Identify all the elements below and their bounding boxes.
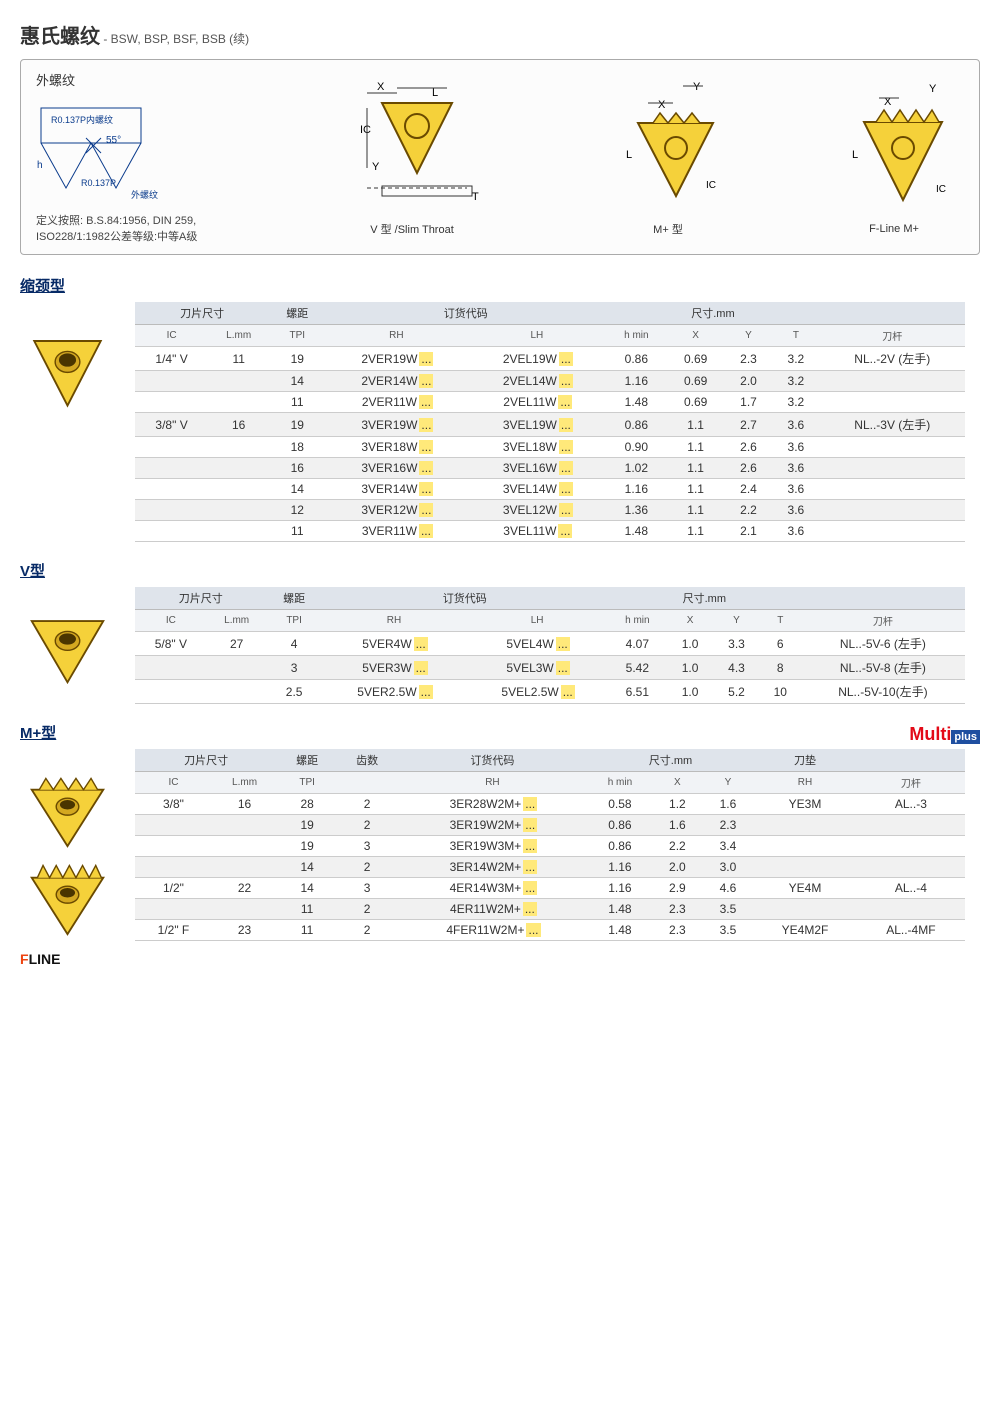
table-row: 1/4" V11192VER19W...2VEL19W...0.860.692.… (135, 347, 965, 371)
v-type-caption: V 型 /Slim Throat (312, 221, 512, 237)
table-row: 113VER11W...3VEL11W...1.481.12.13.6 (135, 521, 965, 542)
mtype-insert-images: FLINE (20, 749, 120, 967)
m-type-caption: M+ 型 (598, 221, 738, 237)
table-row: 3/8"162823ER28W2M+...0.581.21.6YE3MAL..-… (135, 794, 965, 815)
fline-diagram: Y X L IC F-Line M+ (824, 80, 964, 235)
slim-insert-image (20, 302, 120, 417)
table-row: 1933ER19W3M+...0.862.23.4 (135, 836, 965, 857)
definition-text: 定义按照: B.S.84:1956, DIN 259, ISO228/1:198… (36, 212, 226, 244)
thread-profile-diagram: 外螺纹 R0.137P内螺纹 55° h R0.137P 外螺纹 定义按照: B… (36, 70, 226, 244)
table-row: 1/2"221434ER14W3M+...1.162.94.6YE4MAL..-… (135, 878, 965, 899)
svg-text:IC: IC (706, 180, 716, 191)
mtype-table: 刀片尺寸 螺距 齿数 订货代码 尺寸.mm 刀垫 IC L.mm TPI RH … (135, 749, 965, 941)
table-row: 3/8" V16193VER19W...3VEL19W...0.861.12.7… (135, 413, 965, 437)
col-order: 订货代码 (325, 302, 606, 325)
v-type-diagram: X L IC Y T V 型 /Slim Throat (312, 78, 512, 237)
slim-section-title: 缩颈型 (20, 275, 980, 296)
page-subtitle: - BSW, BSP, BSF, BSB (续) (103, 32, 249, 46)
svg-text:L: L (626, 149, 632, 161)
mtype-section-title: M+型 (20, 722, 56, 743)
m-type-diagram: Y X L IC M+ 型 (598, 78, 738, 237)
table-row: 112VER11W...2VEL11W...1.480.691.73.2 (135, 392, 965, 413)
svg-text:Y: Y (693, 81, 701, 93)
table-row: 1124ER11W2M+...1.482.33.5 (135, 899, 965, 920)
table-row: 143VER14W...3VEL14W...1.161.12.43.6 (135, 479, 965, 500)
vtype-section: 刀片尺寸 螺距 订货代码 尺寸.mm IC L.mm TPI RH LH h m… (20, 587, 980, 704)
svg-text:55°: 55° (106, 135, 121, 146)
table-row: 2.55VER2.5W...5VEL2.5W...6.511.05.210NL.… (135, 680, 965, 704)
svg-text:L: L (852, 149, 858, 161)
table-row: 123VER12W...3VEL12W...1.361.12.23.6 (135, 500, 965, 521)
table-row: 5/8" V2745VER4W...5VEL4W...4.071.03.36NL… (135, 632, 965, 656)
page-title: 惠氏螺纹 (20, 26, 100, 48)
thread-profile-svg: R0.137P内螺纹 55° h R0.137P 外螺纹 (36, 93, 206, 203)
mtype-section: FLINE 刀片尺寸 螺距 齿数 订货代码 尺寸.mm 刀垫 IC L.mm T… (20, 749, 980, 967)
table-row: 163VER16W...3VEL16W...1.021.12.63.6 (135, 458, 965, 479)
external-thread-label: 外螺纹 (36, 70, 226, 89)
vtype-insert-image (20, 587, 120, 687)
svg-text:T: T (472, 191, 479, 203)
svg-text:IC: IC (936, 184, 946, 195)
svg-text:L: L (432, 87, 438, 99)
table-row: 1423ER14W2M+...1.162.03.0 (135, 857, 965, 878)
svg-text:Y: Y (372, 161, 380, 173)
table-row: 1923ER19W2M+...0.861.62.3 (135, 815, 965, 836)
vtype-section-title: V型 (20, 560, 980, 581)
table-row: 35VER3W...5VEL3W...5.421.04.38NL..-5V-8 … (135, 656, 965, 680)
col-dims: 尺寸.mm (606, 302, 819, 325)
page-header: 惠氏螺纹 - BSW, BSP, BSF, BSB (续) (20, 20, 980, 49)
svg-text:Y: Y (929, 83, 937, 95)
svg-text:R0.137P: R0.137P (81, 178, 116, 188)
multiplus-logo: Multiplus (909, 724, 980, 745)
col-insert-size: 刀片尺寸 (135, 302, 269, 325)
table-row: 1/2" F231124FER11W2M+...1.482.33.5YE4M2F… (135, 920, 965, 941)
svg-text:X: X (377, 81, 385, 93)
table-row: 183VER18W...3VEL18W...0.901.12.63.6 (135, 437, 965, 458)
svg-text:X: X (658, 99, 666, 111)
svg-text:R0.137P内螺纹: R0.137P内螺纹 (51, 114, 113, 125)
svg-text:IC: IC (360, 124, 371, 136)
table-row: 142VER14W...2VEL14W...1.160.692.03.2 (135, 371, 965, 392)
fline-caption: F-Line M+ (824, 223, 964, 235)
fline-logo: FLINE (20, 951, 120, 967)
slim-section: 刀片尺寸 螺距 订货代码 尺寸.mm IC L.mm TPI RH LH h m… (20, 302, 980, 542)
svg-text:外螺纹: 外螺纹 (131, 189, 158, 200)
diagram-container: 外螺纹 R0.137P内螺纹 55° h R0.137P 外螺纹 定义按照: B… (20, 59, 980, 255)
svg-text:h: h (37, 160, 43, 171)
slim-table: 刀片尺寸 螺距 订货代码 尺寸.mm IC L.mm TPI RH LH h m… (135, 302, 965, 542)
col-pitch: 螺距 (269, 302, 325, 325)
vtype-table: 刀片尺寸 螺距 订货代码 尺寸.mm IC L.mm TPI RH LH h m… (135, 587, 965, 704)
